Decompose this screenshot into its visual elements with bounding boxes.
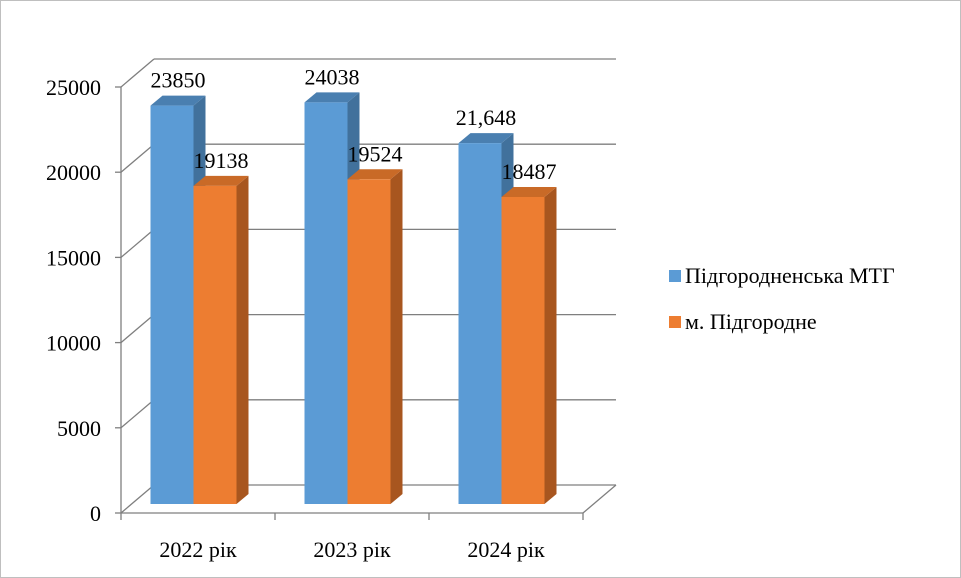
- y-tick-label: 20000: [46, 160, 101, 185]
- axis-layer: [115, 86, 617, 520]
- gridline-side: [120, 484, 155, 514]
- bar-top: [193, 175, 249, 186]
- x-category-label: 2022 рік: [159, 537, 237, 562]
- y-tick-label: 5000: [57, 416, 101, 441]
- legend-item-series-1: Підгородненська МТГ: [669, 263, 895, 289]
- gridline-side: [120, 58, 155, 88]
- data-label: 24038: [305, 64, 360, 89]
- data-label: 18487: [502, 159, 557, 184]
- legend-swatch-series-2: [669, 316, 681, 328]
- bar: [193, 185, 237, 504]
- gridline-side: [120, 143, 155, 173]
- gridline-side: [120, 314, 155, 344]
- legend-label-series-2: м. Підгородне: [685, 309, 817, 334]
- bar: [347, 179, 391, 504]
- x-category-label: 2023 рік: [313, 537, 391, 562]
- y-tick-label: 25000: [46, 75, 101, 100]
- gridline-side: [120, 399, 155, 429]
- legend-swatch-series-1: [669, 270, 681, 282]
- bar-side: [236, 175, 249, 504]
- legend-item-series-2: м. Підгородне: [669, 309, 895, 335]
- x-axis-depth-line: [582, 484, 617, 514]
- y-tick-label: 0: [90, 501, 101, 526]
- bar-top: [347, 169, 403, 180]
- legend: Підгородненська МТГ м. Підгородне: [669, 263, 895, 355]
- x-category-label: 2024 рік: [467, 537, 545, 562]
- data-label: 23850: [151, 68, 206, 93]
- bar: [458, 143, 502, 504]
- bar-top: [150, 95, 206, 106]
- data-label: 21,648: [456, 105, 517, 130]
- legend-label-series-1: Підгородненська МТГ: [685, 263, 895, 288]
- bar-top: [304, 92, 360, 103]
- bar: [304, 102, 348, 504]
- bar-top: [458, 133, 514, 144]
- data-label: 19138: [194, 148, 249, 173]
- bar-side: [390, 169, 403, 504]
- bar: [501, 196, 545, 505]
- bar-layer: [150, 92, 557, 505]
- gridline-side: [120, 228, 155, 258]
- label-layer: 0 5000 10000 15000 20000 25000 2022 рік 2023 рі…: [46, 64, 557, 562]
- bar-side: [544, 186, 557, 505]
- y-tick-label: 15000: [46, 245, 101, 270]
- data-label: 19524: [348, 141, 403, 166]
- bar-top: [501, 186, 557, 197]
- y-tick-label: 10000: [46, 331, 101, 356]
- bar: [150, 105, 194, 504]
